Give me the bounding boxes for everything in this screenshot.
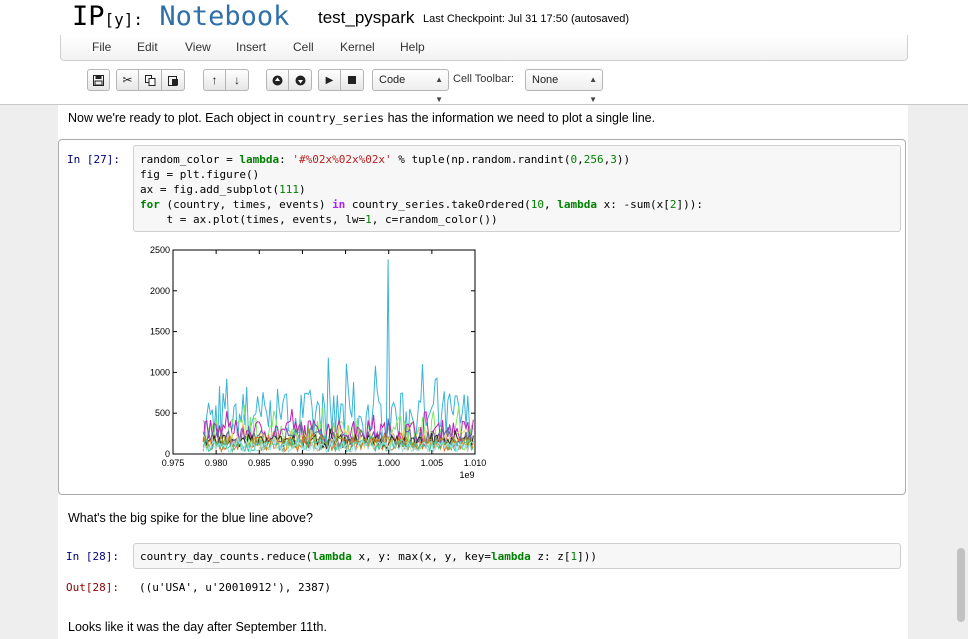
code-line: ax = fig.add_subplot(111) (140, 183, 306, 196)
menu-help[interactable]: Help (400, 40, 425, 54)
menu-cell[interactable]: Cell (293, 40, 314, 54)
code-line: fig = plt.figure() (140, 168, 260, 181)
code-line: t = ax.plot(times, events, lw=1, c=rando… (140, 213, 498, 226)
circle-arrow-up-icon (272, 75, 283, 85)
x-tick-label: 1.005 (421, 458, 444, 468)
cell-type-value: Code (379, 74, 406, 86)
series-line-4 (202, 418, 474, 449)
move-down-button[interactable]: ↓ (226, 69, 249, 91)
checkpoint-status: Last Checkpoint: Jul 31 17:50 (autosaved… (423, 13, 630, 25)
code-line: random_color = lambda: '#%02x%02x%02x' %… (140, 153, 631, 166)
ipython-logo[interactable]: IP[y]: Notebook (72, 2, 289, 32)
logo-ip: IP (72, 1, 105, 32)
stop-icon (348, 76, 356, 84)
menu-insert[interactable]: Insert (236, 40, 267, 54)
circle-arrow-down-icon (295, 75, 305, 85)
y-tick-label: 1000 (150, 367, 170, 377)
markdown-cell-2[interactable]: What's the big spike for the blue line a… (68, 511, 313, 525)
line-chart: 0.975 0.980 0.985 0.990 0.995 1.000 1.005 1.010… (150, 245, 487, 480)
menu-file[interactable]: File (92, 40, 112, 54)
markdown-cell-3[interactable]: Looks like it was the day after Septembe… (68, 620, 327, 634)
stop-button[interactable] (341, 69, 364, 91)
menu-kernel[interactable]: Kernel (340, 40, 375, 54)
insert-below-button[interactable] (289, 69, 312, 91)
cell-type-select[interactable]: Code ▲ ▼ (372, 69, 449, 104)
paste-button[interactable] (162, 69, 185, 91)
cell-toolbar-value: None (532, 74, 559, 86)
cell-toolbar-label: Cell Toolbar: (453, 73, 514, 85)
output-text: ((u'USA', u'20010912'), 2387) (139, 581, 332, 594)
notebook-name[interactable]: test_pyspark (318, 8, 415, 27)
x-tick-label: 1.000 (377, 458, 400, 468)
cell-toolbar-select[interactable]: None ▲ ▼ (525, 69, 603, 104)
select-arrows-icon: ▲ ▼ (435, 75, 443, 104)
run-button[interactable]: ▶ (318, 69, 341, 91)
x-tick-label: 1.010 (464, 458, 487, 468)
play-icon: ▶ (325, 74, 334, 86)
series-line-8 (202, 434, 474, 454)
y-tick-label: 500 (155, 408, 170, 418)
x-tick-label: 0.990 (291, 458, 314, 468)
output-prompt: Out[28]: (66, 581, 119, 594)
menu-view[interactable]: View (185, 40, 211, 54)
x-tick-label: 0.995 (334, 458, 357, 468)
markdown-text: Now we're ready to plot. Each object in (68, 111, 288, 125)
code-line: country_day_counts.reduce(lambda x, y: m… (140, 550, 598, 563)
logo-notebook: Notebook (159, 1, 290, 32)
copy-button[interactable] (139, 69, 162, 91)
series-line-9 (202, 434, 474, 454)
cut-button[interactable]: ✂ (116, 69, 139, 91)
y-tick-label: 2000 (150, 286, 170, 296)
menu-bar: File Edit View Insert Cell Kernel Help (60, 35, 908, 61)
vertical-scrollbar[interactable] (957, 548, 965, 622)
plot-frame (172, 249, 476, 455)
menu-edit[interactable]: Edit (137, 40, 158, 54)
y-tick-label: 2500 (150, 245, 170, 255)
paste-icon (167, 75, 178, 86)
select-arrows-icon: ▲ ▼ (589, 75, 597, 104)
save-button[interactable] (87, 69, 110, 91)
toolbar: ✂ ↑ ↓ (60, 61, 906, 104)
copy-icon (144, 74, 155, 86)
y-tick-label: 1500 (150, 327, 170, 337)
logo-y: [y]: (104, 10, 144, 29)
scissors-icon: ✂ (122, 73, 133, 87)
x-tick-label: 0.980 (205, 458, 228, 468)
move-up-button[interactable]: ↑ (203, 69, 226, 91)
x-tick-label: 0.985 (248, 458, 271, 468)
insert-above-button[interactable] (266, 69, 289, 91)
code-editor[interactable]: random_color = lambda: '#%02x%02x%02x' %… (133, 145, 901, 232)
markdown-cell-1[interactable]: Now we're ready to plot. Each object in … (68, 111, 655, 125)
x-tick-label: 0.975 (162, 458, 185, 468)
y-tick-label: 0 (165, 449, 170, 459)
inline-code: country_series (287, 111, 385, 125)
code-line: for (country, times, events) in country_… (140, 198, 703, 211)
header: IP[y]: Notebook test_pyspark Last Checkp… (0, 0, 968, 105)
notebook-container: Now we're ready to plot. Each object in … (58, 105, 908, 639)
markdown-text: has the information we need to plot a si… (384, 111, 656, 125)
x-offset-label: 1e9 (459, 470, 474, 480)
code-cell-27[interactable]: In [27]: random_color = lambda: '#%02x%0… (58, 139, 906, 495)
floppy-disk-icon (93, 74, 104, 86)
arrow-up-icon: ↑ (211, 73, 218, 87)
arrow-down-icon: ↓ (234, 73, 240, 87)
input-prompt: In [27]: (67, 153, 120, 166)
input-prompt: In [28]: (66, 550, 119, 563)
code-editor[interactable]: country_day_counts.reduce(lambda x, y: m… (133, 543, 901, 569)
